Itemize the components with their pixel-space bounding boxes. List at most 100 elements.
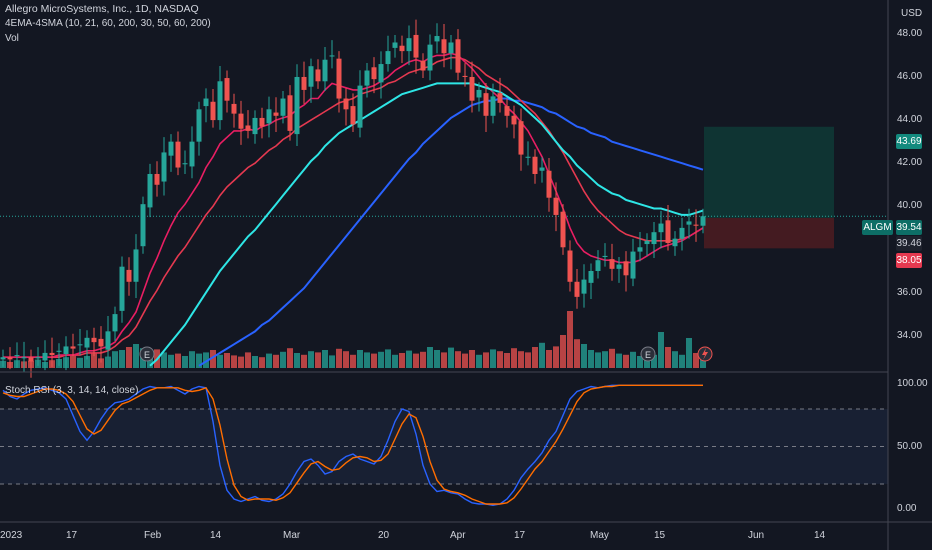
volume-bar [581, 344, 587, 368]
candle-body [490, 96, 496, 116]
volume-bar [392, 354, 398, 368]
candle-body [21, 357, 27, 359]
candle-body [616, 264, 622, 269]
volume-bar [322, 350, 328, 368]
candle-body [609, 259, 615, 269]
candlesticks[interactable] [0, 19, 706, 378]
candle-body [70, 346, 76, 349]
volume-bar [238, 356, 244, 368]
candle-body [378, 64, 384, 83]
candle-body [203, 98, 209, 107]
volume-bar [273, 354, 279, 368]
stop-price-tag[interactable]: 38.05 [896, 253, 922, 268]
volume-bar [133, 344, 139, 368]
stoch-rsi-pane[interactable] [0, 384, 888, 507]
candle-body [455, 39, 461, 73]
candle-body [245, 125, 251, 131]
volume-bar [182, 356, 188, 368]
price-tick-label: 42.00 [897, 157, 923, 169]
long-position-tool[interactable] [0, 126, 888, 249]
candle-body [567, 250, 573, 282]
candle-body [287, 95, 293, 131]
candle-body [259, 117, 265, 127]
candle-body [462, 75, 468, 77]
chart-title[interactable]: Allegro MicroSystems, Inc., 1D, NASDAQ [5, 3, 199, 15]
volume-bar [462, 353, 468, 368]
candle-body [126, 269, 132, 282]
candle-body [392, 42, 398, 48]
currency-label[interactable]: USD [901, 8, 923, 19]
ma60-line [149, 82, 704, 367]
candle-body [42, 352, 48, 361]
earnings-icon [640, 346, 656, 362]
volume-bar [665, 347, 671, 368]
volume-bar [623, 354, 629, 368]
candle-body [91, 337, 97, 343]
stoch-d-line [2, 384, 703, 505]
volume-bar [294, 353, 300, 368]
indicator-legend-volume[interactable]: Vol [5, 33, 19, 44]
candle-body [56, 350, 62, 352]
volume-bar [350, 354, 356, 368]
volume-bar [560, 335, 566, 368]
volume-bar [329, 355, 335, 368]
candle-body [588, 270, 594, 283]
candle-body [595, 260, 601, 271]
volume-bar [112, 351, 118, 368]
candle-body [14, 355, 20, 357]
volume-bar [252, 356, 258, 368]
candle-body [602, 255, 608, 257]
candle-body [623, 261, 629, 276]
volume-bar [126, 347, 132, 368]
oscillator-tick-label: 50.00 [897, 440, 923, 452]
volume-bar [231, 355, 237, 368]
volume-bar [364, 352, 370, 368]
volume-bar [553, 346, 559, 368]
target-price-tag[interactable]: 43.69 [896, 134, 922, 149]
last-price-tag[interactable]: 39.54 [896, 220, 922, 235]
volume-bar [399, 353, 405, 368]
volume-bar [441, 352, 447, 368]
volume-bar [210, 350, 216, 368]
indicator-legend-ma[interactable]: 4EMA-4SMA (10, 21, 60, 200, 30, 50, 60, … [5, 18, 211, 29]
candle-body [49, 352, 55, 356]
candle-body [63, 346, 69, 354]
candle-body [630, 251, 636, 279]
candle-body [574, 281, 580, 297]
volume-bar [84, 356, 90, 368]
ma200-line [198, 97, 704, 367]
price-tick-label: 44.00 [897, 114, 923, 126]
volume-bar [567, 311, 573, 368]
candle-body [98, 338, 104, 347]
volume-bar [595, 352, 601, 368]
candle-body [301, 76, 307, 90]
earnings-icon [139, 346, 155, 362]
candle-body [413, 34, 419, 58]
candle-body [35, 357, 41, 359]
date-tick-label: Apr [450, 530, 466, 541]
date-tick-label: 15 [654, 530, 666, 541]
volume-bar [385, 349, 391, 368]
candle-body [546, 170, 552, 198]
volume-bar [189, 351, 195, 368]
candle-body [476, 89, 482, 98]
entry-price-tag[interactable]: 39.46 [896, 236, 922, 251]
indicator-legend-stoch-rsi[interactable]: Stoch RSI (3, 3, 14, 14, close) [5, 385, 139, 396]
volume-bar [98, 358, 104, 368]
volume-bar [672, 351, 678, 368]
candle-body [434, 36, 440, 42]
volume-bar [378, 351, 384, 368]
candle-body [637, 247, 643, 252]
volume-bar [336, 348, 342, 368]
candle-body [686, 221, 692, 225]
candle-body [273, 112, 279, 116]
volume-bar [602, 351, 608, 368]
ticker-tag[interactable]: ALGM [862, 220, 893, 235]
candle-body [308, 66, 314, 87]
date-tick-label: 14 [814, 530, 826, 541]
volume-bar [525, 352, 531, 368]
candle-body [0, 357, 6, 360]
